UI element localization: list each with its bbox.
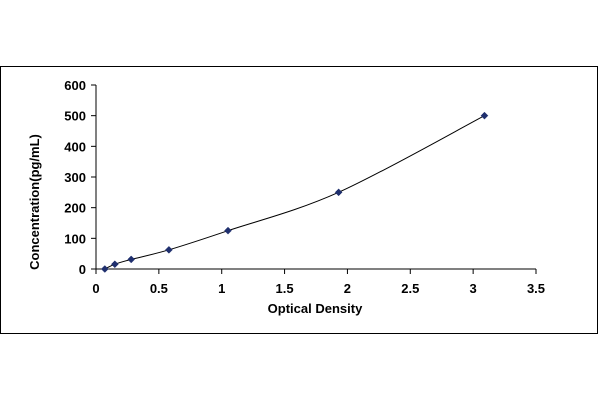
y-tick-label: 600 (64, 78, 86, 93)
x-tick-label: 3.5 (527, 281, 545, 296)
standard-curve-chart: 0 100 200 300 400 500 600 0 0.5 1 1.5 2 2.5 3 3.5 Opti… (27, 78, 545, 316)
x-tick-label: 3 (470, 281, 477, 296)
data-point (127, 255, 136, 264)
y-tick-label: 0 (79, 262, 86, 277)
y-tick-label: 400 (64, 139, 86, 154)
series (100, 111, 489, 273)
data-point (100, 265, 109, 273)
x-tick-label: 2.5 (401, 281, 419, 296)
data-point (111, 260, 119, 269)
data-point (334, 188, 343, 197)
x-tick-label: 0.5 (150, 281, 168, 296)
y-tick-label: 500 (64, 109, 86, 124)
x-axis-title: Optical Density (268, 301, 363, 316)
chart-frame: 0 100 200 300 400 500 600 0 0.5 1 1.5 2 2.5 3 3.5 Opti… (0, 66, 598, 334)
data-point (165, 245, 173, 254)
y-tick-label: 300 (64, 170, 86, 185)
x-tick-label: 0 (92, 281, 99, 296)
fit-curve (104, 115, 485, 270)
x-tick-label: 1.5 (276, 281, 294, 296)
data-point (480, 111, 489, 120)
axes (91, 84, 537, 274)
y-axis-title: Concentration(pg/mL) (27, 134, 42, 270)
data-point (224, 226, 232, 235)
y-tick-label: 200 (64, 201, 86, 216)
x-tick-label: 1 (218, 281, 225, 296)
tick-labels: 0 100 200 300 400 500 600 0 0.5 1 1.5 2 2.5 3 3.5 (64, 78, 545, 296)
x-tick-label: 2 (344, 281, 351, 296)
y-tick-label: 100 (64, 231, 86, 246)
